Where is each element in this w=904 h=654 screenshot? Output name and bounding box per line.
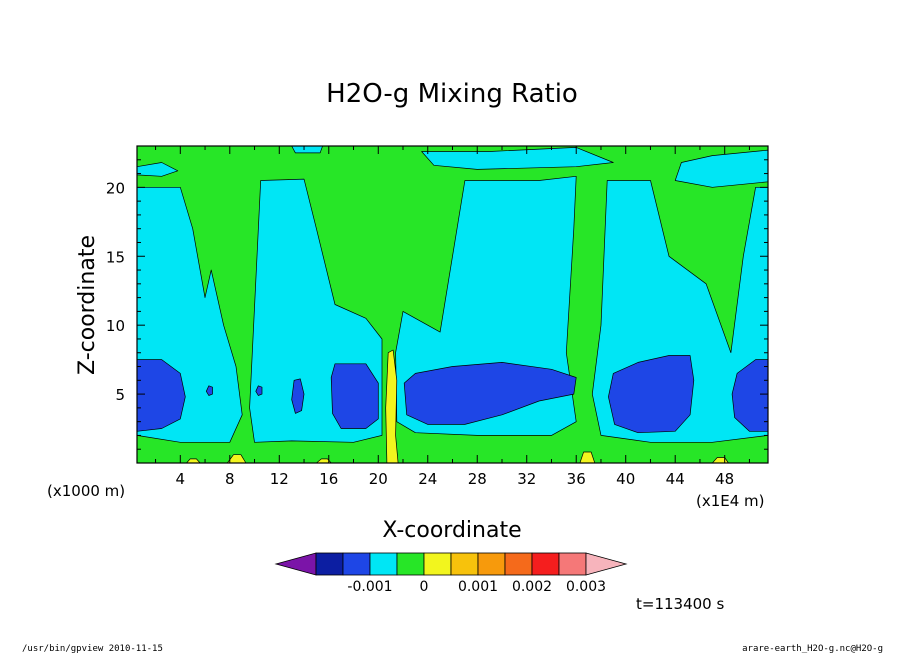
y-tick-label-3: 20 xyxy=(106,179,125,197)
contour-region-16 xyxy=(385,349,399,464)
colorbar-label-0: -0.001 xyxy=(347,579,392,595)
colorbar-arrow-right xyxy=(585,552,628,576)
x-tick-label-11: 48 xyxy=(715,470,734,488)
colorbar-label-1: 0 xyxy=(420,579,429,595)
colorbar xyxy=(274,552,628,576)
colorbar-label-3: 0.002 xyxy=(512,579,552,595)
contour-region-15 xyxy=(255,385,263,396)
contour-region-5 xyxy=(291,145,323,154)
colorbar-cell-3 xyxy=(369,552,398,576)
x-tick-label-6: 28 xyxy=(468,470,487,488)
contour-region-13 xyxy=(291,378,305,414)
contour-region-9 xyxy=(330,363,379,429)
contour-region-11 xyxy=(608,355,695,434)
contour-region-6 xyxy=(421,147,614,170)
colorbar-label-4: 0.003 xyxy=(566,579,606,595)
x-tick-label-8: 36 xyxy=(567,470,586,488)
x-unit-label: (x1E4 m) xyxy=(696,492,765,510)
x-tick-label-9: 40 xyxy=(616,470,635,488)
y-axis-ticks: 5 10 15 20 xyxy=(106,159,768,450)
y-unit-label: (x1000 m) xyxy=(47,482,125,500)
colorbar-cell-1 xyxy=(315,552,344,576)
y-tick-label-2: 15 xyxy=(106,248,125,266)
contour-regions xyxy=(136,145,769,464)
chart-title: H2O-g Mixing Ratio xyxy=(326,79,578,109)
x-tick-label-3: 16 xyxy=(319,470,338,488)
colorbar-cell-6 xyxy=(450,552,479,576)
colorbar-cell-10 xyxy=(558,552,587,576)
y-tick-label-0: 5 xyxy=(115,386,125,404)
time-label: t=113400 s xyxy=(636,595,724,613)
colorbar-cell-2 xyxy=(342,552,371,576)
contour-region-8 xyxy=(136,359,186,432)
x-axis-ticks: 4 8 12 16 20 24 28 32 36 40 44 48 xyxy=(155,146,750,488)
colorbar-cell-5 xyxy=(423,552,452,576)
y-tick-label-1: 10 xyxy=(106,317,125,335)
colorbar-cell-4 xyxy=(396,552,425,576)
x-tick-label-5: 24 xyxy=(418,470,437,488)
x-tick-label-7: 32 xyxy=(517,470,536,488)
x-tick-label-2: 12 xyxy=(270,470,289,488)
x-tick-label-4: 20 xyxy=(369,470,388,488)
y-axis-label: Z-coordinate xyxy=(75,235,100,375)
colorbar-cell-8 xyxy=(504,552,533,576)
x-tick-label-1: 8 xyxy=(225,470,235,488)
x-tick-label-0: 4 xyxy=(176,470,186,488)
colorbar-cell-9 xyxy=(531,552,560,576)
contour-region-14 xyxy=(205,385,213,396)
colorbar-cell-7 xyxy=(477,552,506,576)
contour-region-12 xyxy=(731,359,769,432)
colorbar-labels: -0.001 0 0.001 0.002 0.003 xyxy=(347,579,606,595)
colorbar-label-2: 0.001 xyxy=(458,579,498,595)
footer-left: /usr/bin/gpview 2010-11-15 xyxy=(22,644,163,654)
x-axis-label: X-coordinate xyxy=(382,518,521,543)
footer-right: arare-earth_H2O-g.nc@H2O-g xyxy=(742,644,883,654)
x-tick-label-10: 44 xyxy=(666,470,685,488)
contour-region-10 xyxy=(403,362,577,425)
